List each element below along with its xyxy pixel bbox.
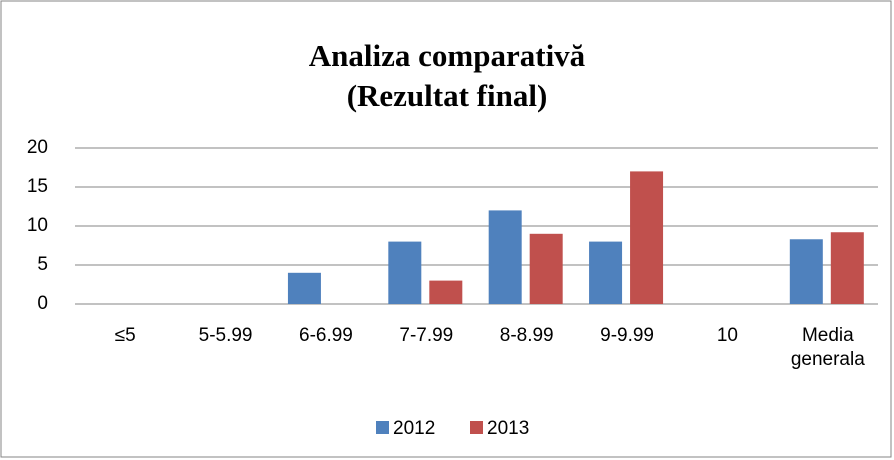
legend-label: 2013 xyxy=(487,418,529,439)
y-tick-label: 5 xyxy=(37,254,48,275)
legend-label: 2012 xyxy=(393,418,435,439)
chart-title: Analiza comparativă (Rezultat final) xyxy=(308,38,586,113)
x-tick-label: 9-9.99 xyxy=(600,325,654,346)
legend-swatch xyxy=(470,421,483,434)
y-tick-label: 20 xyxy=(27,137,48,158)
bar xyxy=(429,280,463,304)
x-tick-label: ≤5 xyxy=(114,325,136,346)
x-tick-label: 10 xyxy=(716,325,738,346)
bar xyxy=(630,171,664,304)
x-tick-label: 8-8.99 xyxy=(499,325,554,346)
x-tick-label: 6-6.99 xyxy=(299,325,353,346)
bar xyxy=(529,233,563,304)
bar xyxy=(287,272,321,304)
bar xyxy=(388,241,422,304)
legend-swatch xyxy=(376,421,389,434)
x-tick-label: Media generala xyxy=(790,325,865,370)
y-tick-label: 15 xyxy=(27,176,48,197)
bar xyxy=(830,232,864,304)
y-tick-label: 0 xyxy=(37,293,48,314)
bar xyxy=(789,239,823,304)
x-tick-label: 7-7.99 xyxy=(399,325,454,346)
x-tick-label: 5-5.99 xyxy=(198,325,253,346)
bar xyxy=(488,210,522,304)
y-tick-label: 10 xyxy=(27,215,48,236)
bar xyxy=(589,241,623,304)
